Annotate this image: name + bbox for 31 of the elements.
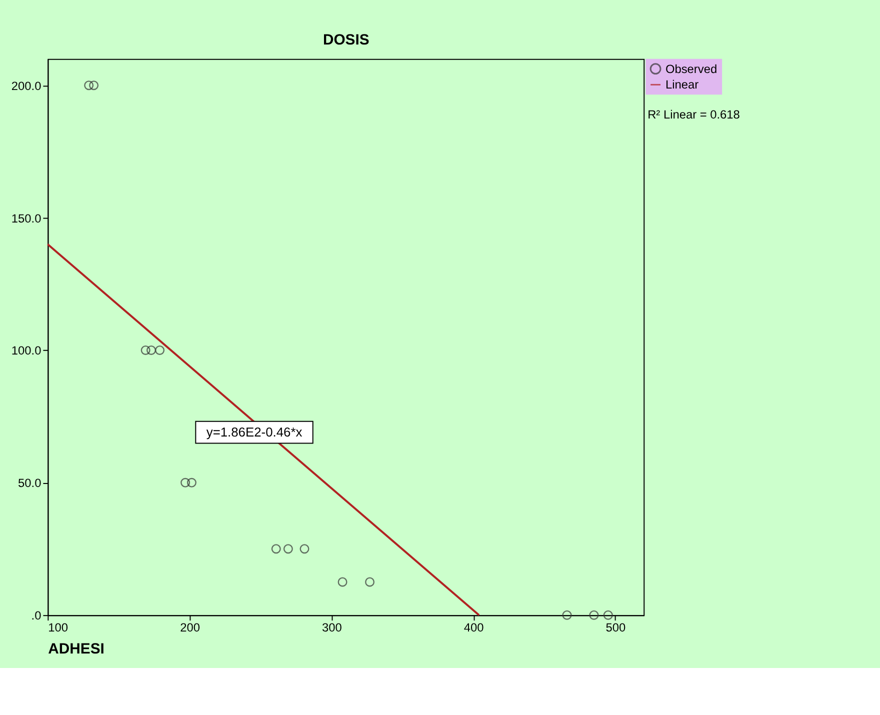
legend-label: Linear xyxy=(665,78,699,92)
x-tick-label: 200 xyxy=(180,620,200,634)
x-tick-label: 400 xyxy=(464,620,484,634)
point xyxy=(300,544,310,554)
point xyxy=(146,345,156,355)
y-tick-label: 150.0 xyxy=(11,211,42,226)
point xyxy=(155,345,165,355)
point xyxy=(589,610,599,620)
point xyxy=(338,577,348,587)
text: R² Linear = 0.618 xyxy=(648,107,740,122)
x-axis-title: ADHESI xyxy=(48,641,104,658)
point xyxy=(271,544,281,554)
point xyxy=(283,544,293,554)
x-tick-label: 100 xyxy=(48,620,68,634)
y-tick-label: 200.0 xyxy=(11,78,42,93)
x-tick-label: 300 xyxy=(322,620,342,634)
legend-label: Observed xyxy=(665,62,718,76)
point xyxy=(140,345,150,355)
y-tick-label: .0 xyxy=(31,608,42,623)
point xyxy=(365,577,375,587)
point xyxy=(84,80,94,90)
point xyxy=(89,80,99,90)
y-axis-title: DOSIS xyxy=(322,32,370,48)
annotation: y=1.86E2-0.46*x xyxy=(206,424,303,440)
point xyxy=(603,610,613,620)
point xyxy=(180,478,190,488)
x-tick-label: 500 xyxy=(606,620,626,634)
point xyxy=(562,610,572,620)
y-tick-label: 50.0 xyxy=(18,476,42,490)
point xyxy=(186,478,196,488)
y-tick-label: 100.0 xyxy=(11,344,42,358)
